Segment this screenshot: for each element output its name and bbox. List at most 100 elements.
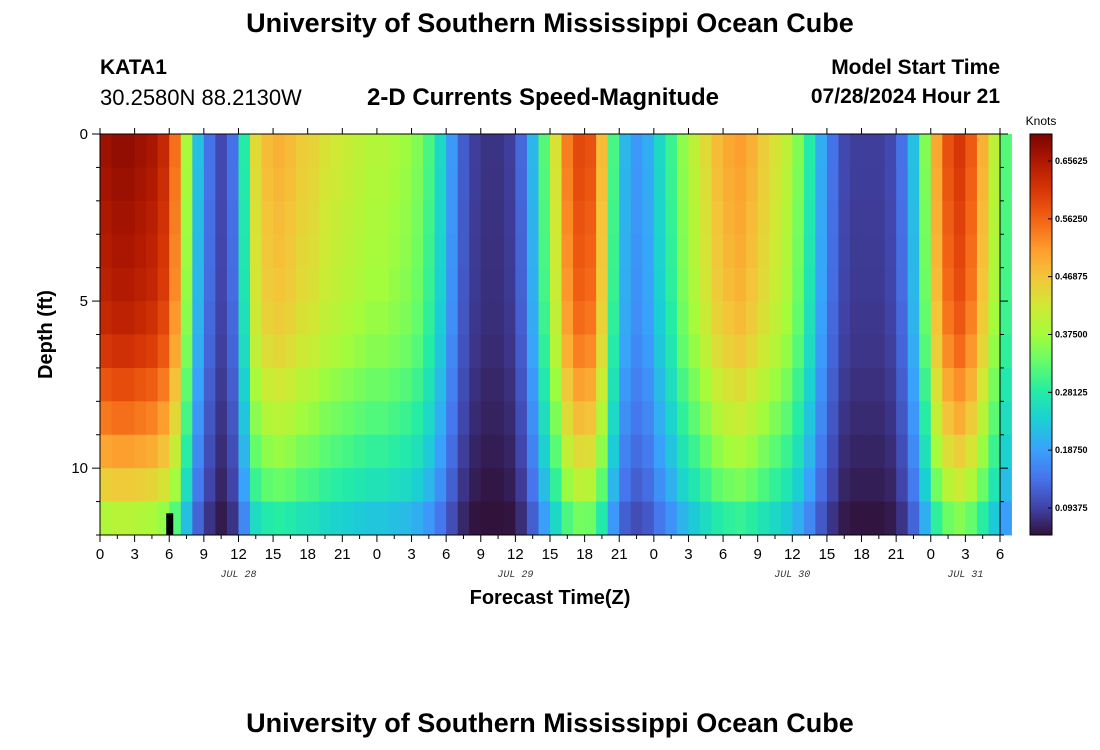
heatmap-cell — [203, 234, 216, 269]
heatmap-cell — [838, 434, 851, 469]
heatmap-cell — [596, 468, 609, 502]
heatmap-cell — [296, 501, 309, 536]
heatmap-cell — [769, 234, 782, 269]
heatmap-cell — [596, 200, 609, 235]
heatmap-cell — [273, 468, 286, 502]
heatmap-cell — [192, 367, 205, 402]
heatmap-cell — [296, 401, 309, 436]
heatmap-cell — [976, 468, 989, 502]
heatmap-cell — [665, 468, 678, 502]
heatmap-cell — [376, 468, 389, 502]
heatmap-cell — [861, 501, 874, 536]
heatmap-cell — [907, 200, 920, 235]
heatmap-cell — [365, 200, 378, 235]
heatmap-cell — [284, 267, 297, 302]
x-tick-label: 21 — [334, 546, 351, 563]
heatmap-cell — [596, 501, 609, 536]
heatmap-cell — [688, 301, 701, 335]
heatmap-cell — [584, 301, 597, 335]
x-tick-label: 9 — [200, 546, 208, 563]
heatmap-cell — [630, 200, 643, 235]
heatmap-cell — [480, 167, 493, 202]
heatmap-cell — [596, 401, 609, 436]
heatmap-cell — [619, 134, 632, 168]
heatmap-cell — [388, 134, 401, 168]
colorbar-tick-label: 0.46875 — [1055, 272, 1088, 282]
heatmap-cell — [907, 167, 920, 202]
heatmap-cell — [826, 468, 839, 502]
heatmap-cell — [330, 501, 343, 536]
heatmap-cell — [850, 434, 862, 469]
heatmap-cell — [284, 468, 297, 502]
x-tick-label: 9 — [477, 546, 485, 563]
heatmap-cell — [780, 267, 793, 302]
heatmap-cell — [1000, 468, 1012, 502]
heatmap-cell — [688, 468, 701, 502]
heatmap-cell — [111, 267, 124, 302]
heatmap-cell — [503, 200, 516, 235]
heatmap-cell — [296, 468, 309, 502]
heatmap-cell — [226, 501, 239, 536]
heatmap-cell — [480, 434, 493, 469]
x-tick-label: 0 — [96, 546, 104, 563]
heatmap-cell — [792, 301, 805, 335]
heatmap-cell — [376, 234, 389, 269]
heatmap-cell — [538, 334, 551, 369]
heatmap-cell — [146, 501, 159, 536]
heatmap-cell — [365, 401, 378, 436]
heatmap-cell — [746, 301, 759, 335]
heatmap-cell — [388, 267, 401, 302]
heatmap-cell — [630, 401, 643, 436]
heatmap-cell — [261, 401, 274, 436]
heatmap-cell — [215, 167, 228, 202]
heatmap-cell — [561, 200, 574, 235]
heatmap-cell — [342, 301, 355, 335]
heatmap-cell — [861, 234, 874, 269]
heatmap-cell — [169, 334, 182, 369]
heatmap-cell — [215, 334, 228, 369]
heatmap-cell — [330, 134, 343, 168]
heatmap-cell — [780, 468, 793, 502]
heatmap-cell — [342, 468, 355, 502]
heatmap-cell — [757, 501, 770, 536]
heatmap-cell — [976, 401, 989, 436]
heatmap-cell — [907, 401, 920, 436]
heatmap-cell — [434, 200, 447, 235]
heatmap-cell — [226, 134, 239, 168]
heatmap-cell — [423, 200, 436, 235]
heatmap-cell — [446, 401, 459, 436]
heatmap-cell — [146, 434, 159, 469]
heatmap-cell — [676, 401, 689, 436]
heatmap-cell — [907, 501, 920, 536]
heatmap-cell — [734, 301, 747, 335]
colorbar: Knots 0.09375 0.18750 0.28125 0.37500 0.4687… — [1026, 114, 1088, 536]
heatmap-cell — [273, 401, 286, 436]
heatmap-cell — [238, 501, 251, 536]
heatmap-cell — [653, 401, 666, 436]
heatmap-cell — [919, 267, 932, 302]
heatmap-cell — [376, 267, 389, 302]
heatmap-cell — [226, 267, 239, 302]
heatmap-cell — [711, 434, 724, 469]
heatmap-cell — [192, 200, 205, 235]
heatmap-cell — [861, 401, 874, 436]
heatmap-cell — [111, 334, 124, 369]
heatmap-cell — [653, 134, 666, 168]
heatmap-cell — [457, 434, 470, 469]
heatmap-cell — [976, 501, 989, 536]
heatmap-cell — [953, 267, 966, 302]
heatmap-cell — [319, 401, 332, 436]
heatmap-cell — [607, 367, 620, 402]
heatmap-cell — [111, 167, 124, 202]
heatmap-cell — [492, 334, 505, 369]
heatmap-cell — [723, 367, 736, 402]
heatmap-cell — [526, 134, 539, 168]
heatmap-cell — [411, 301, 424, 335]
heatmap-cell — [573, 468, 586, 502]
heatmap-cell — [492, 134, 505, 168]
x-axis-title: Forecast Time(Z) — [470, 587, 631, 609]
heatmap-cell — [1000, 301, 1012, 335]
heatmap-cell — [434, 134, 447, 168]
heatmap-cell — [873, 334, 886, 369]
heatmap-cell — [411, 501, 424, 536]
